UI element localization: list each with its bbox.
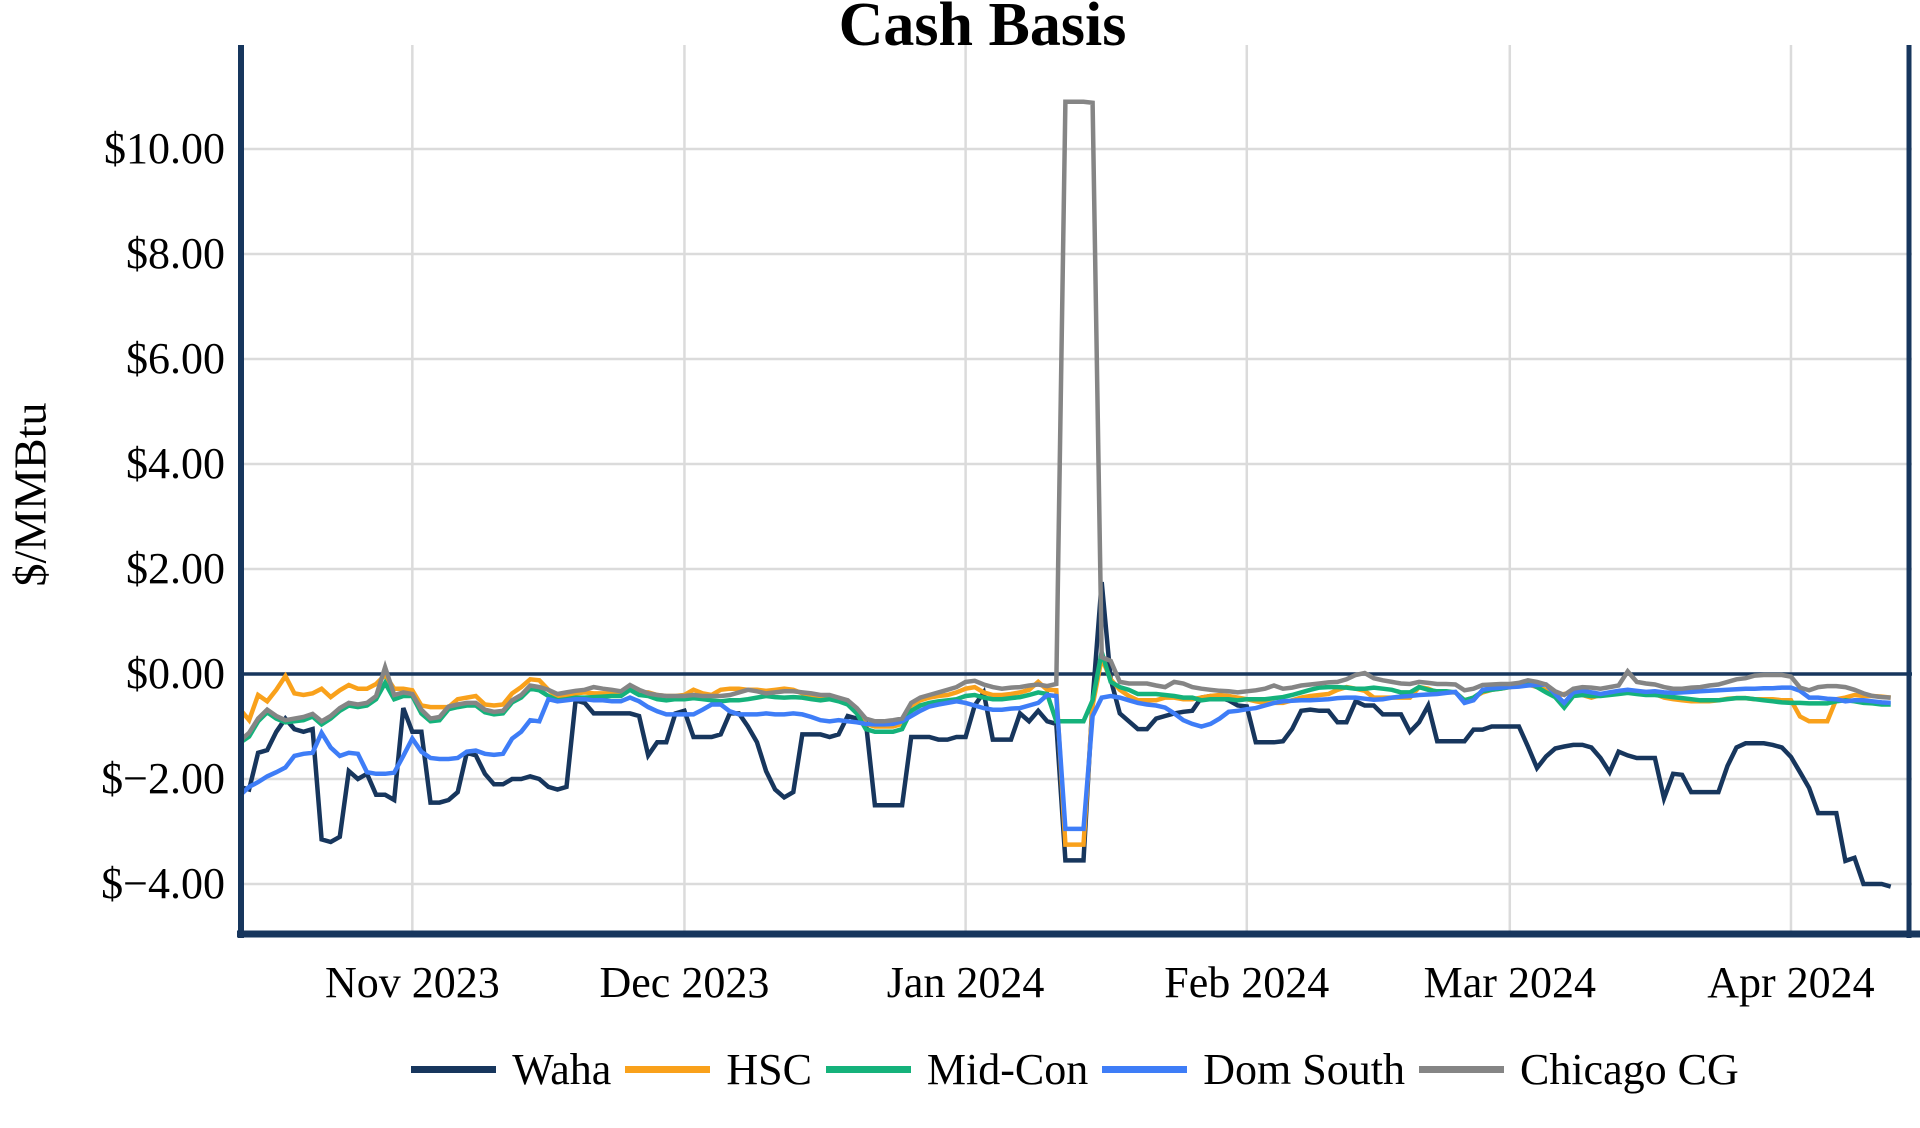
x-tick-label: Nov 2023 xyxy=(324,958,500,1007)
y-tick-label: $−4.00 xyxy=(101,859,225,908)
chart-title: Cash Basis xyxy=(838,0,1127,59)
plot-area xyxy=(237,45,1920,938)
legend-item-dom-south: Dom South xyxy=(1102,1044,1405,1095)
legend-item-chicago-cg: Chicago CG xyxy=(1418,1044,1739,1095)
y-tick-label: $0.00 xyxy=(126,649,225,698)
legend-swatch-chicago-cg xyxy=(1418,1066,1504,1073)
x-tick-label: Jan 2024 xyxy=(886,958,1045,1007)
y-axis-title: $/MMBtu xyxy=(4,402,56,587)
series-line-mid-con xyxy=(238,651,1891,745)
legend-label: Waha xyxy=(512,1045,612,1094)
legend-item-waha: Waha xyxy=(411,1044,611,1095)
series-line-dom-south xyxy=(238,682,1891,832)
x-tick-label: Feb 2024 xyxy=(1164,958,1330,1007)
chart-legend: Waha HSC Mid-Con Dom South Chicago CG xyxy=(240,1044,1910,1095)
legend-label: HSC xyxy=(726,1045,812,1094)
legend-swatch-mid-con xyxy=(825,1066,911,1073)
y-tick-label: $10.00 xyxy=(104,124,225,173)
legend-label: Dom South xyxy=(1203,1045,1405,1094)
y-tick-label: $4.00 xyxy=(126,439,225,488)
series-line-waha xyxy=(239,581,1892,889)
legend-swatch-dom-south xyxy=(1102,1066,1188,1073)
legend-item-hsc: HSC xyxy=(625,1044,812,1095)
y-tick-label: $8.00 xyxy=(126,229,225,278)
legend-item-mid-con: Mid-Con xyxy=(825,1044,1089,1095)
legend-label: Mid-Con xyxy=(926,1045,1089,1094)
x-tick-label: Dec 2023 xyxy=(599,958,770,1007)
legend-swatch-waha xyxy=(411,1066,497,1073)
legend-label: Chicago CG xyxy=(1519,1045,1739,1094)
series-line-chicago-cg xyxy=(238,99,1891,743)
legend-swatch-hsc xyxy=(625,1066,711,1073)
x-tick-label: Apr 2024 xyxy=(1707,958,1875,1007)
x-tick-label: Mar 2024 xyxy=(1423,958,1596,1007)
y-tick-label: $6.00 xyxy=(126,334,225,383)
y-tick-label: $2.00 xyxy=(126,544,225,593)
y-tick-label: $−2.00 xyxy=(101,754,225,803)
